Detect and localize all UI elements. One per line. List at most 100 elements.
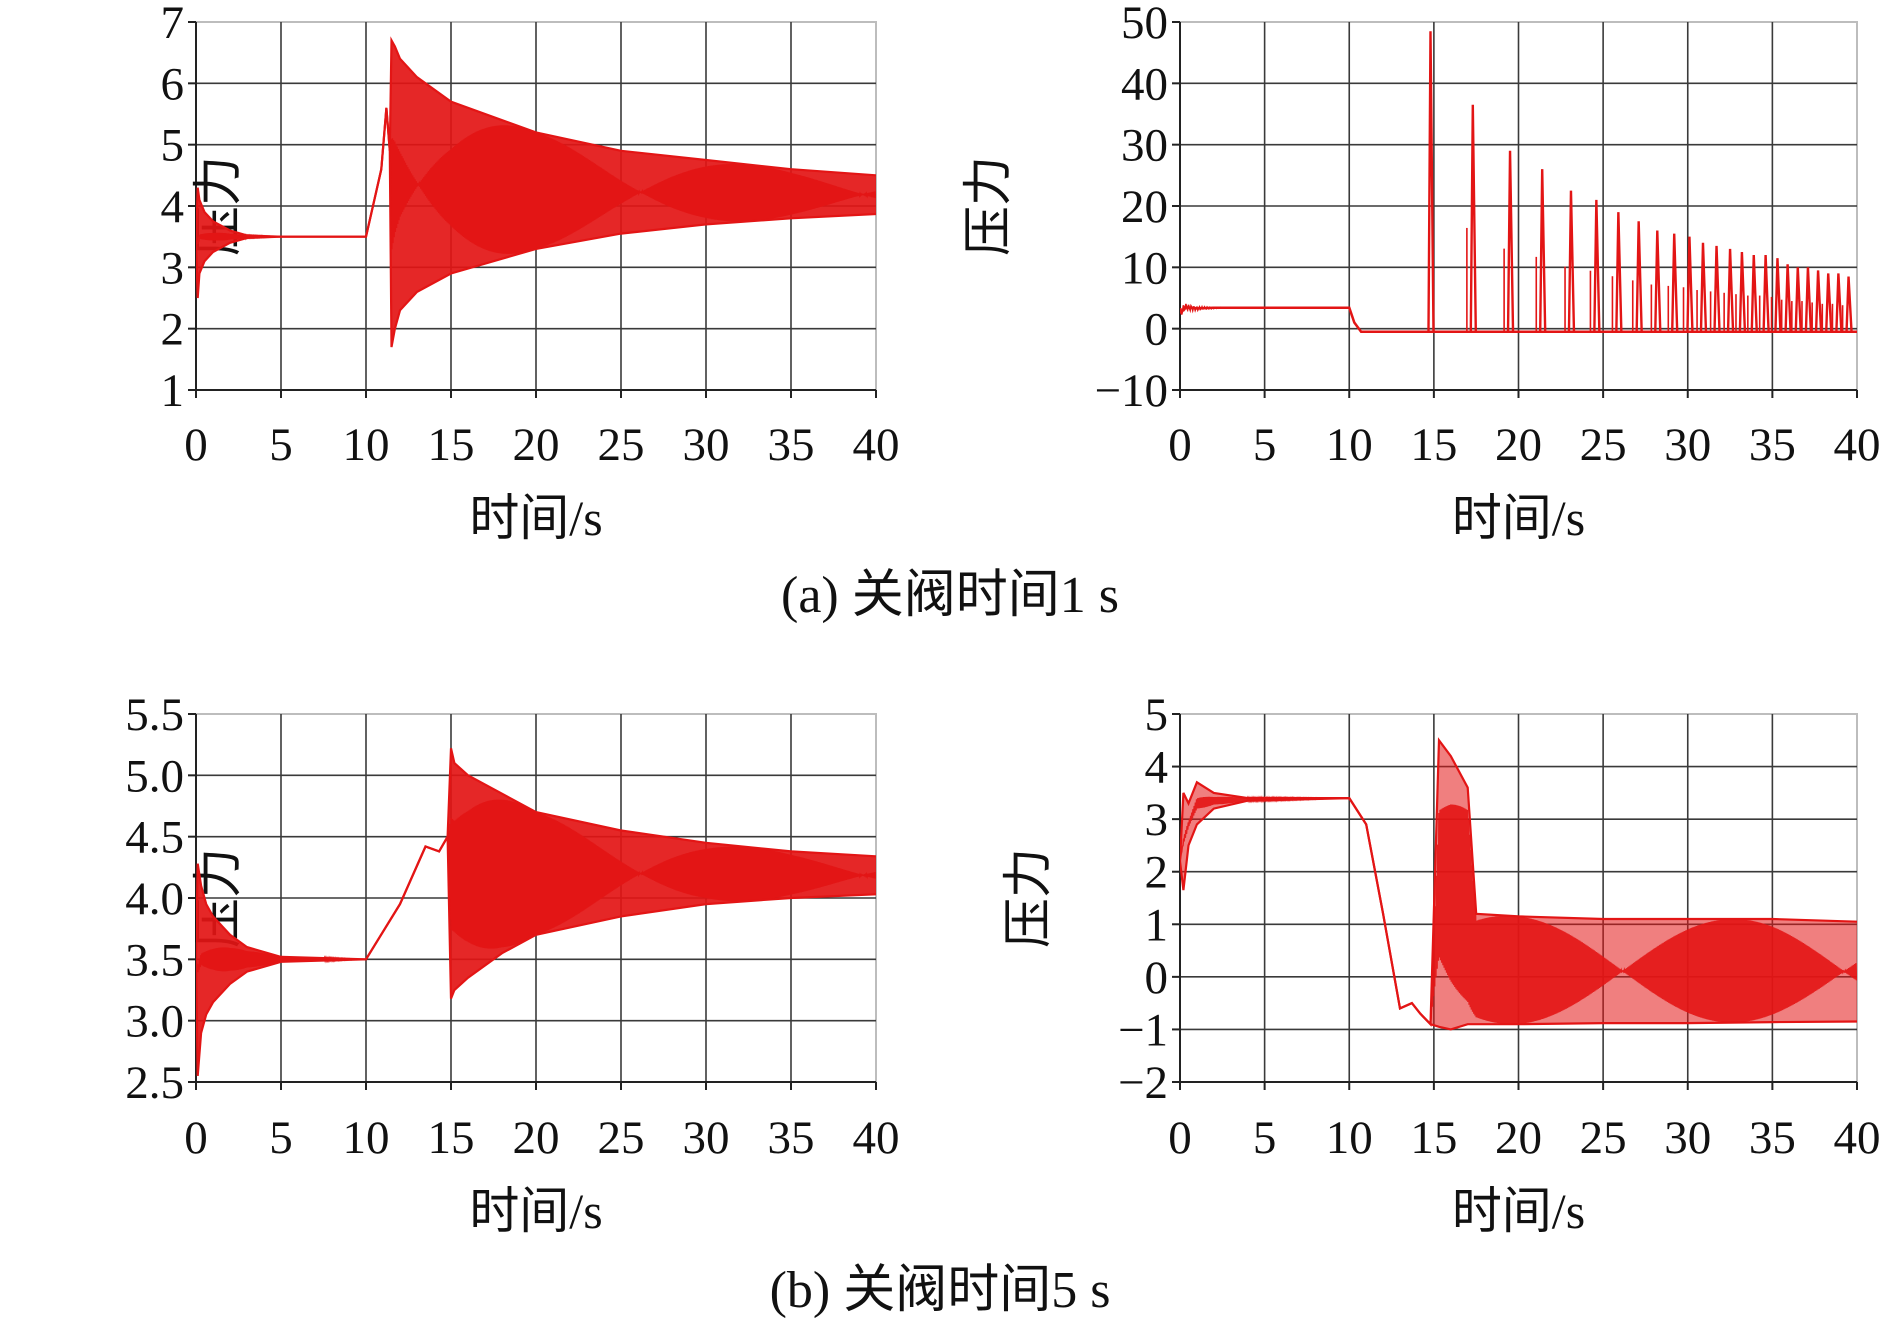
- x-tick-label: 0: [184, 1112, 208, 1164]
- x-tick-label: 15: [428, 419, 475, 471]
- x-tick-label: 40: [853, 419, 900, 471]
- series-group: [1180, 737, 1857, 1031]
- y-tick-label: 3.0: [125, 996, 184, 1048]
- spike-mark: [1794, 267, 1802, 332]
- y-tick-label: 4.0: [125, 873, 184, 925]
- y-tick-label: 2.5: [125, 1057, 184, 1109]
- x-tick-label: 0: [1168, 419, 1192, 471]
- spike-mark: [1567, 190, 1576, 332]
- x-tick-label: 5: [1253, 1112, 1277, 1164]
- y-tick-label: 3: [1145, 794, 1169, 846]
- x-tick-label: 35: [1749, 419, 1796, 471]
- series-group: [1180, 31, 1857, 333]
- x-axis-title: 时间/s: [1452, 490, 1585, 546]
- x-tick-label: 30: [683, 419, 730, 471]
- y-tick-label: 1: [1145, 899, 1169, 951]
- y-tick-label: 7: [161, 0, 185, 49]
- x-tick-label: 10: [1326, 1112, 1373, 1164]
- y-tick-label: 10: [1121, 242, 1168, 294]
- y-tick-label: 50: [1121, 0, 1168, 49]
- chart-panel-b-left: 0 5 10 15 20 25 30 35 40 2.5 3.0 3.5 4.0 4.5 5.0 5.5 时间/…: [125, 689, 899, 1239]
- x-tick-label: 40: [1834, 419, 1881, 471]
- spike-mark: [1506, 150, 1515, 332]
- spike-mark: [1427, 31, 1435, 332]
- spike-mark: [1750, 255, 1758, 332]
- y-tick-label: 5: [161, 120, 185, 172]
- series-group: [196, 36, 876, 348]
- x-tick-label: 25: [1580, 419, 1627, 471]
- y-tick-label: 0: [1145, 952, 1169, 1004]
- y-tick-label: 3.5: [125, 934, 184, 986]
- x-tick-label: 25: [598, 419, 645, 471]
- spike-mark: [1713, 245, 1721, 332]
- series-lower-edge: [196, 107, 876, 348]
- x-tick-label: 15: [1410, 1112, 1457, 1164]
- spike-mark: [1774, 258, 1782, 332]
- y-tick-label: 5.5: [125, 689, 184, 741]
- x-tick-label: 10: [343, 419, 390, 471]
- spike-mark: [1538, 169, 1547, 332]
- y-tick-label: 5: [1145, 689, 1169, 741]
- x-tick-label: 40: [1834, 1112, 1881, 1164]
- x-tick-label: 20: [513, 1112, 560, 1164]
- series-lower-edge: [1180, 796, 1857, 1031]
- x-tick-label: 35: [1749, 1112, 1796, 1164]
- spike-mark: [1671, 233, 1679, 332]
- x-axis-title: 时间/s: [469, 490, 602, 546]
- x-tick-label: 25: [1580, 1112, 1627, 1164]
- spike-mark: [1635, 221, 1643, 332]
- x-tick-label: 20: [1495, 1112, 1542, 1164]
- y-tick-label: −1: [1118, 1004, 1168, 1056]
- x-tick-label: 30: [1664, 1112, 1711, 1164]
- series-group: [196, 748, 876, 1076]
- x-tick-label: 5: [1253, 419, 1277, 471]
- y-tick-label: 30: [1121, 120, 1168, 172]
- x-axis-title: 时间/s: [1452, 1183, 1585, 1239]
- spike-mark: [1615, 212, 1623, 332]
- y-tick-label: 4: [161, 181, 185, 233]
- x-tick-label: 35: [768, 1112, 815, 1164]
- spike-mark: [1825, 273, 1833, 332]
- x-tick-label: 30: [1664, 419, 1711, 471]
- spike-mark: [1654, 230, 1662, 332]
- y-axis-title: 压力: [960, 156, 1016, 256]
- spike-mark: [1845, 276, 1853, 332]
- x-tick-label: 15: [1410, 419, 1457, 471]
- spike-mark: [1738, 251, 1747, 332]
- y-tick-label: −10: [1094, 365, 1168, 417]
- x-tick-label: 0: [1168, 1112, 1192, 1164]
- series-lower-edge: [196, 832, 876, 1076]
- x-tick-label: 15: [428, 1112, 475, 1164]
- spike-mark: [1762, 255, 1770, 332]
- spike-mark: [1726, 248, 1735, 332]
- y-tick-label: 20: [1121, 181, 1168, 233]
- x-tick-label: 5: [269, 419, 293, 471]
- y-tick-label: 3: [161, 242, 185, 294]
- spike-mark: [1784, 264, 1792, 332]
- y-axis-title: 压力: [1000, 848, 1056, 948]
- x-tick-label: 25: [598, 1112, 645, 1164]
- spike-mark: [1699, 242, 1708, 332]
- spike-mark: [1686, 236, 1694, 332]
- spike-mark: [1835, 273, 1843, 332]
- x-tick-label: 10: [343, 1112, 390, 1164]
- x-tick-label: 40: [853, 1112, 900, 1164]
- x-tick-label: 0: [184, 419, 208, 471]
- y-tick-label: 4.5: [125, 812, 184, 864]
- x-tick-label: 20: [513, 419, 560, 471]
- y-tick-label: −2: [1118, 1057, 1168, 1109]
- y-tick-label: 2: [1145, 847, 1169, 899]
- y-tick-label: 4: [1145, 742, 1169, 794]
- x-axis-title: 时间/s: [469, 1183, 602, 1239]
- y-tick-label: 5.0: [125, 750, 184, 802]
- x-tick-label: 5: [269, 1112, 293, 1164]
- y-tick-label: 6: [161, 58, 185, 110]
- x-tick-label: 20: [1495, 419, 1542, 471]
- spike-mark: [1469, 104, 1477, 332]
- spike-mark: [1804, 267, 1813, 332]
- x-tick-label: 30: [683, 1112, 730, 1164]
- y-tick-label: 2: [161, 304, 185, 356]
- x-tick-label: 10: [1326, 419, 1373, 471]
